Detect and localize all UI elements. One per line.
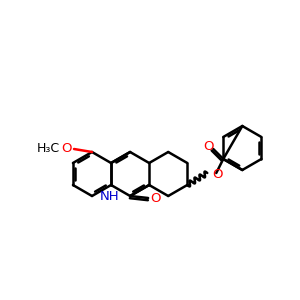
Text: O: O bbox=[212, 167, 223, 181]
Text: O: O bbox=[203, 140, 214, 154]
Text: O: O bbox=[150, 191, 160, 205]
Text: H₃C: H₃C bbox=[37, 142, 60, 154]
Text: NH: NH bbox=[100, 190, 120, 203]
Text: O: O bbox=[61, 142, 72, 154]
